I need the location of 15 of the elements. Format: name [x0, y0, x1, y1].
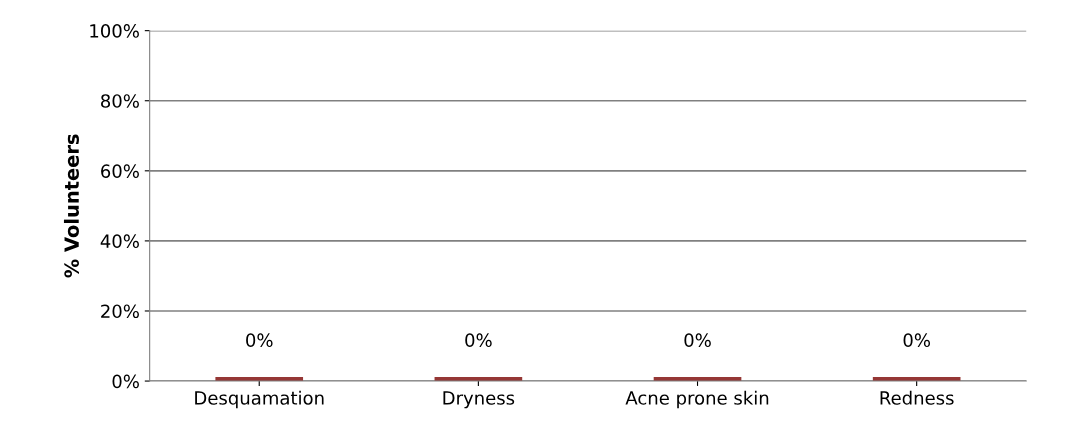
data-label: 0% — [684, 333, 711, 348]
y-axis-title: % Volunteers — [63, 134, 79, 278]
data-label: 0% — [246, 333, 273, 348]
y-tick-label: 40% — [100, 234, 139, 249]
x-tick-label: Acne prone skin — [625, 390, 769, 409]
y-tick-label: 100% — [90, 24, 139, 38]
x-tick-label: Dryness — [443, 391, 515, 409]
y-tick-label: 20% — [101, 304, 139, 319]
data-label: 0% — [465, 333, 492, 348]
data-label: 0% — [903, 333, 930, 348]
y-tick-label: 60% — [101, 164, 139, 178]
y-tick-label: 0% — [112, 374, 139, 389]
x-tick-label: Redness — [880, 390, 954, 405]
y-tick-label: 80% — [101, 94, 139, 108]
x-tick-label: Desquamation — [195, 390, 324, 409]
